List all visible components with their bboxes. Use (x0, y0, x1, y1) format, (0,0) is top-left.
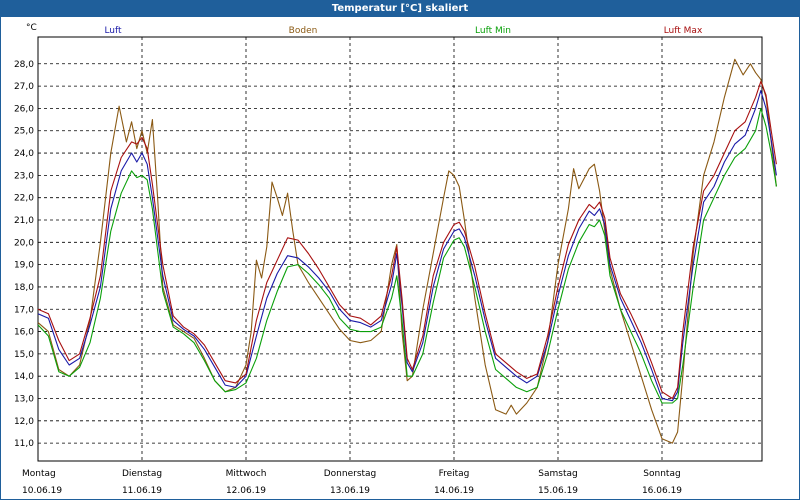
legend-entry: Luft (104, 26, 122, 36)
x-weekday-label: Samstag (538, 469, 577, 479)
x-weekday-label: Dienstag (122, 469, 162, 479)
y-tick-label: 11,0 (14, 439, 34, 449)
y-tick-label: 22,0 (14, 194, 34, 204)
chart-title: Temperatur [°C] skaliert (0, 0, 800, 17)
y-tick-label: 16,0 (14, 328, 34, 338)
series-line-luft (37, 90, 777, 402)
x-weekday-label: Sonntag (643, 469, 680, 479)
y-tick-label: 21,0 (14, 216, 34, 226)
series-line-boden (37, 58, 777, 444)
y-tick-label: 25,0 (14, 127, 34, 137)
legend-entry: Boden (289, 26, 318, 36)
x-date-label: 15.06.19 (538, 486, 578, 496)
y-axis-unit-label: °C (26, 23, 37, 33)
plot-area-border (37, 36, 763, 462)
y-tick-label: 12,0 (14, 417, 34, 427)
y-tick-label: 13,0 (14, 395, 34, 405)
y-tick-label: 14,0 (14, 372, 34, 382)
x-weekday-label: Mittwoch (226, 469, 267, 479)
grid-lines (38, 37, 762, 461)
y-tick-label: 26,0 (14, 104, 34, 114)
temperature-chart: 11,0 12,0 13,0 14,0 15,0 16,0 17,0 18,0 19,0 20,0… (14, 23, 777, 496)
y-tick-label: 18,0 (14, 283, 34, 293)
y-tick-label: 27,0 (14, 82, 34, 92)
x-date-label: 12.06.19 (226, 486, 266, 496)
y-tick-label: 20,0 (14, 238, 34, 248)
y-tick-label: 19,0 (14, 261, 34, 271)
y-tick-label: 24,0 (14, 149, 34, 159)
legend-entry: Luft Max (664, 26, 703, 36)
series-line-luft-min (37, 107, 777, 404)
y-tick-label: 23,0 (14, 171, 34, 181)
x-date-label: 11.06.19 (122, 486, 162, 496)
x-date-label: 16.06.19 (642, 486, 682, 496)
y-axis-tick-labels: 11,0 12,0 13,0 14,0 15,0 16,0 17,0 18,0 19,0 20,0… (14, 60, 34, 449)
x-date-label: 10.06.19 (22, 486, 62, 496)
x-date-label: 14.06.19 (434, 486, 474, 496)
x-axis-day-labels: Montag 10.06.19 Dienstag 11.06.19 Mittwoch 12… (22, 469, 682, 496)
y-tick-label: 17,0 (14, 305, 34, 315)
chart-legend: Luft Boden Luft Min Luft Max (104, 26, 703, 36)
x-weekday-label: Donnerstag (324, 469, 377, 479)
legend-entry: Luft Min (475, 26, 511, 36)
y-tick-label: 28,0 (14, 60, 34, 70)
plot-border (37, 36, 763, 462)
x-weekday-label: Montag (22, 469, 56, 479)
series-lines (37, 58, 777, 444)
x-weekday-label: Freitag (439, 469, 470, 479)
y-tick-label: 15,0 (14, 350, 34, 360)
series-line-luft-max (37, 81, 777, 400)
x-date-label: 13.06.19 (330, 486, 370, 496)
